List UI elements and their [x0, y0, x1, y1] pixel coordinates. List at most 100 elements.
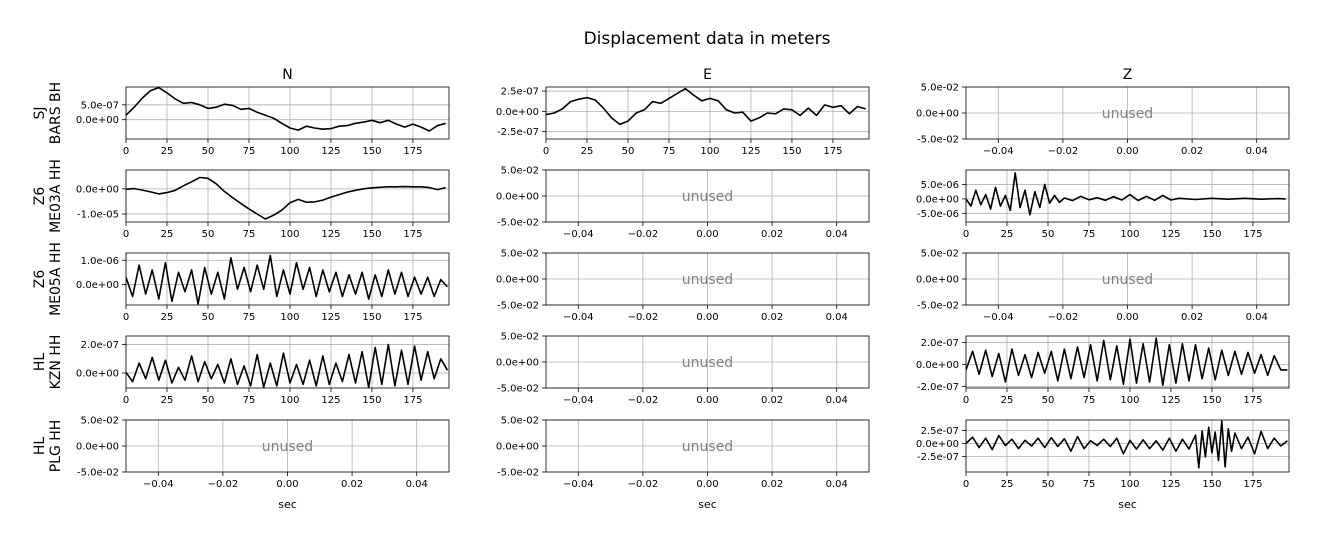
x-tick-label: 75: [1083, 229, 1096, 240]
x-tick-label: 75: [243, 395, 256, 406]
y-tick-label: -5.0e-02: [497, 218, 539, 229]
y-tick-label: 5.0e-06: [921, 180, 959, 191]
x-tick-label: 100: [280, 395, 299, 406]
column-title-z: Z: [1123, 67, 1133, 83]
x-tick-label: 0: [123, 146, 129, 157]
x-tick-label: 125: [321, 312, 340, 323]
panel-e-2: −0.04 −0.02 0.00 0.02 0.04 5.0e-02 0.0e+00 -5.0…: [496, 249, 870, 323]
x-tick-label: 125: [1161, 395, 1180, 406]
x-tick-label: 100: [280, 312, 299, 323]
x-tick-label: 0.02: [761, 395, 783, 406]
trace-line: [966, 337, 1288, 387]
x-tick-label: 0: [963, 395, 969, 406]
x-tick-label: 50: [202, 146, 215, 157]
x-tick-label: 150: [1202, 395, 1221, 406]
panel-frame: [545, 252, 870, 306]
y-tick-label: 2.0e-07: [921, 338, 959, 349]
x-tick-label: 0.02: [1181, 312, 1203, 323]
panel-e-3: −0.04 −0.02 0.00 0.02 0.04 5.0e-02 0.0e+00 -5.0…: [496, 332, 870, 406]
x-tick-label: 150: [362, 395, 381, 406]
trace-line: [126, 87, 446, 132]
y-tick-label: 5.0e-02: [501, 249, 539, 260]
y-tick-label: -2.0e-07: [917, 382, 959, 393]
y-tick-label: 2.5e-07: [921, 426, 959, 437]
row-label-line: SJ: [32, 106, 48, 119]
x-tick-label: 0.04: [826, 479, 848, 490]
panel-z-3: 0 25 50 75 100 125 150 175 2.0e-07 0.0e+00 -2.0e-0…: [916, 335, 1290, 406]
row-label-line: ME05A HH: [48, 242, 64, 316]
x-tick-label: 75: [243, 146, 256, 157]
trace-line: [126, 254, 448, 305]
x-tick-label: 50: [1042, 479, 1055, 490]
panel-frame: [125, 169, 450, 223]
row-label-line: HL: [32, 437, 48, 456]
y-tick-label: 0.0e+00: [916, 109, 959, 120]
y-tick-label: 0.0e+00: [76, 369, 119, 380]
x-tick-label: 25: [161, 312, 174, 323]
x-tick-label: 50: [1042, 229, 1055, 240]
x-tick-label: 0.04: [1246, 312, 1268, 323]
x-tick-label: 150: [1202, 229, 1221, 240]
panel-frame: [965, 86, 1290, 140]
x-tick-label: 25: [1001, 229, 1014, 240]
x-tick-label: 0.02: [341, 479, 363, 490]
x-tick-label: 175: [1243, 229, 1262, 240]
x-tick-label: 0.00: [1116, 312, 1138, 323]
x-tick-label: 0: [123, 395, 129, 406]
x-tick-label: 100: [1120, 229, 1139, 240]
panel-frame: [545, 86, 870, 140]
unused-label: unused: [682, 355, 733, 371]
x-tick-label: 0.02: [1181, 146, 1203, 157]
column-title-e: E: [703, 67, 712, 83]
x-tick-label: 125: [321, 146, 340, 157]
trace-line: [126, 176, 446, 220]
x-tick-label: 0.02: [761, 312, 783, 323]
y-tick-label: 0.0e+00: [496, 192, 539, 203]
panel-frame: [545, 419, 870, 473]
x-tick-label: 0: [123, 312, 129, 323]
y-tick-label: 0.0e+00: [916, 439, 959, 450]
x-tick-label: −0.02: [1048, 312, 1079, 323]
y-tick-label: -5.0e-06: [917, 209, 959, 220]
x-tick-label: 25: [161, 395, 174, 406]
y-tick-label: -5.0e-02: [497, 384, 539, 395]
x-axis-label: sec: [698, 498, 717, 511]
x-tick-label: 0.04: [406, 479, 428, 490]
x-tick-label: 125: [321, 229, 340, 240]
panel-frame: [965, 335, 1290, 389]
panel-z-1: 0 25 50 75 100 125 150 175 5.0e-06 0.0e+00 -5.0e-0…: [916, 169, 1290, 240]
x-tick-label: 125: [1161, 479, 1180, 490]
x-tick-label: 0.04: [826, 229, 848, 240]
x-tick-label: 175: [1243, 479, 1262, 490]
y-tick-label: -5.0e-02: [497, 468, 539, 479]
trace-line: [126, 343, 449, 388]
panel-frame: [125, 252, 450, 306]
x-tick-label: 50: [622, 146, 635, 157]
x-tick-label: 0.00: [696, 312, 718, 323]
panel-n-2: 0 25 50 75 100 125 150 175 1.0e-06 0.0e+00: [76, 252, 450, 323]
y-tick-label: 2.0e-07: [81, 340, 119, 351]
row-label-line: KZN HH: [48, 335, 64, 390]
row-label-line: Z6: [32, 270, 48, 289]
x-tick-label: 25: [1001, 395, 1014, 406]
panel-e-1: −0.04 −0.02 0.00 0.02 0.04 5.0e-02 0.0e+00 -5.0…: [496, 166, 870, 240]
row-label-1: Z6ME03A HH: [32, 159, 64, 233]
y-tick-label: 5.0e-02: [501, 166, 539, 177]
row-label-3: HLKZN HH: [32, 335, 64, 390]
panel-frame: [125, 86, 450, 140]
y-tick-label: 5.0e-02: [81, 416, 119, 427]
y-tick-label: 0.0e+00: [916, 275, 959, 286]
x-tick-label: 50: [202, 395, 215, 406]
x-tick-label: 25: [161, 229, 174, 240]
panel-e-4: −0.04 −0.02 0.00 0.02 0.04 5.0e-02 0.0e+00 -5.0…: [496, 416, 870, 511]
y-tick-label: 0.0e+00: [916, 194, 959, 205]
y-tick-label: 0.0e+00: [76, 442, 119, 453]
trace-line: [966, 172, 1286, 216]
unused-label: unused: [682, 272, 733, 288]
x-tick-label: 75: [1083, 479, 1096, 490]
panel-n-1: 0 25 50 75 100 125 150 175 0.0e+00 -1.0e-05: [76, 169, 450, 240]
panel-n-3: 0 25 50 75 100 125 150 175 2.0e-07 0.0e+00: [76, 335, 450, 406]
x-tick-label: 0.00: [276, 479, 298, 490]
x-tick-label: −0.02: [628, 312, 659, 323]
